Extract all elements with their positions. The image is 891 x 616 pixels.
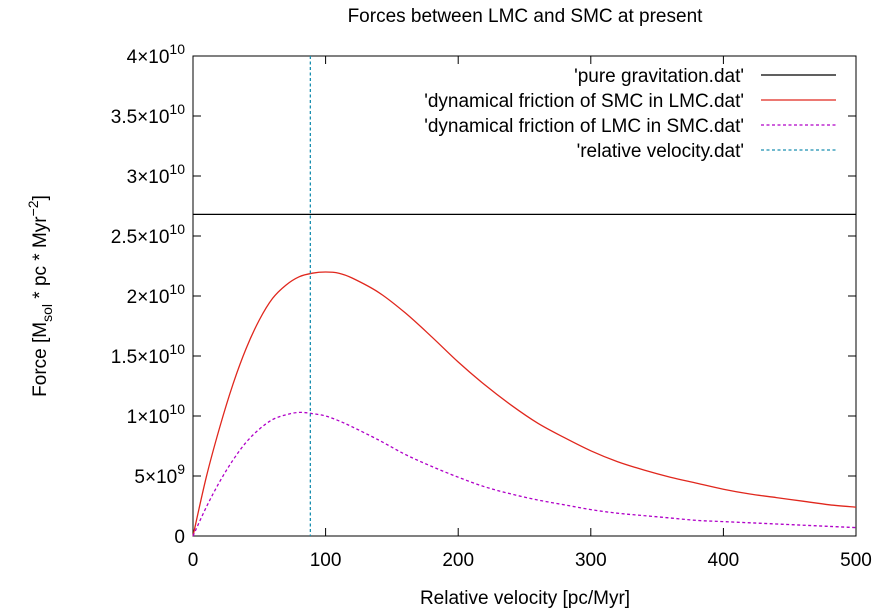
- y-tick-mantissa: 0: [174, 527, 185, 548]
- y-tick-mantissa: 4×10: [127, 47, 170, 68]
- x-tick-label: 300: [575, 550, 607, 571]
- y-tick-label: 1.5×1010: [111, 341, 185, 368]
- y-tick-exponent: 10: [169, 101, 185, 117]
- y-tick-label: 3.5×1010: [111, 101, 185, 128]
- y-tick-exponent: 10: [169, 161, 185, 177]
- y-tick-exponent: 10: [169, 41, 185, 57]
- y-tick-label: 2×1010: [127, 281, 186, 308]
- y-tick-exponent: 10: [169, 401, 185, 417]
- y-label-units: * pc * Myr: [30, 216, 51, 304]
- y-tick-mantissa: 2×10: [127, 287, 170, 308]
- y-axis: 05×1091×10101.5×10102×10102.5×10103×1010…: [111, 41, 856, 548]
- y-tick-mantissa: 1.5×10: [111, 347, 170, 368]
- y-label-sup: −2: [25, 200, 41, 216]
- y-tick-mantissa: 3.5×10: [111, 107, 170, 128]
- x-axis: 0 100 200 300 400 500: [188, 56, 872, 571]
- y-tick-exponent: 10: [169, 221, 185, 237]
- y-axis-label: Force [Msol * pc * Myr−2]: [25, 195, 55, 397]
- legend-label: 'relative velocity.dat': [577, 141, 744, 162]
- legend: 'pure gravitation.dat' 'dynamical frictio…: [424, 66, 836, 162]
- y-tick-exponent: 10: [169, 341, 185, 357]
- x-axis-label: Relative velocity [pc/Myr]: [420, 588, 630, 609]
- legend-label: 'dynamical friction of SMC in LMC.dat': [424, 91, 744, 112]
- chart-title: Forces between LMC and SMC at present: [348, 6, 704, 27]
- y-tick-mantissa: 5×10: [134, 467, 177, 488]
- y-tick-label: 2.5×1010: [111, 221, 185, 248]
- y-tick-exponent: 9: [177, 461, 185, 477]
- y-tick-label: 3×1010: [127, 161, 186, 188]
- y-tick-mantissa: 3×10: [127, 167, 170, 188]
- x-tick-label: 400: [708, 550, 740, 571]
- y-tick-exponent: 10: [169, 281, 185, 297]
- y-label-force: Force [M: [30, 322, 51, 397]
- plot-series: [192, 56, 857, 537]
- y-tick-mantissa: 2.5×10: [111, 227, 170, 248]
- y-tick-label: 1×1010: [127, 401, 186, 428]
- y-tick-label: 0: [174, 527, 185, 548]
- x-tick-label: 200: [442, 550, 474, 571]
- x-tick-label: 500: [840, 550, 872, 571]
- legend-label: 'dynamical friction of LMC in SMC.dat': [424, 116, 744, 137]
- y-tick-label: 4×1010: [127, 41, 186, 68]
- y-tick-label: 5×109: [134, 461, 185, 488]
- x-tick-label: 0: [188, 550, 199, 571]
- series-line-friction-smc-in-lmc: [192, 271, 857, 537]
- x-tick-label: 100: [310, 550, 342, 571]
- y-tick-mantissa: 1×10: [127, 407, 170, 428]
- series-line-friction-lmc-in-smc: [192, 411, 857, 537]
- legend-label: 'pure gravitation.dat': [574, 66, 744, 87]
- y-label-close: ]: [30, 195, 51, 200]
- y-label-sub: sol: [39, 304, 55, 322]
